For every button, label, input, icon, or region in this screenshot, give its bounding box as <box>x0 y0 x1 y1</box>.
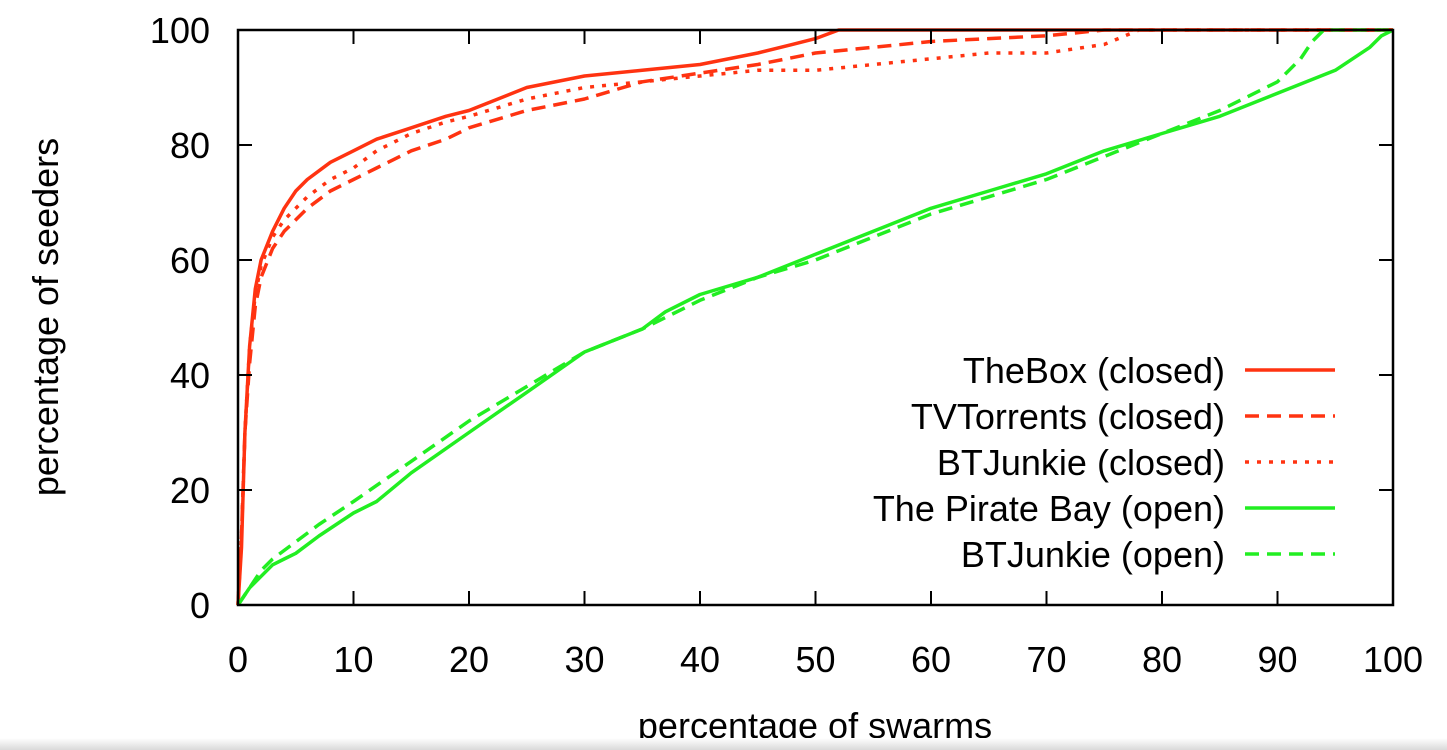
axes: 0 10 20 30 40 50 60 70 80 90 100 0 20 40 60 80 100 <box>150 10 1423 680</box>
x-tick-label: 20 <box>449 639 489 680</box>
y-tick-label: 80 <box>170 125 210 166</box>
series-line-3 <box>236 28 1393 606</box>
series-line-2 <box>236 28 1393 606</box>
y-tick-label: 40 <box>170 355 210 396</box>
window-bottom-edge <box>0 738 1447 750</box>
legend: TheBox (closed) TVTorrents (closed) BTJunk… <box>873 350 1335 575</box>
legend-label-4: The Pirate Bay (open) <box>873 488 1225 529</box>
legend-label-5: BTJunkie (open) <box>961 534 1225 575</box>
x-tick-label: 90 <box>1257 639 1297 680</box>
x-tick-label: 10 <box>333 639 373 680</box>
legend-label-2: TVTorrents (closed) <box>911 396 1225 437</box>
x-tick-label: 70 <box>1026 639 1066 680</box>
legend-label-1: TheBox (closed) <box>963 350 1225 391</box>
x-tick-label: 0 <box>228 639 248 680</box>
y-tick-label: 60 <box>170 240 210 281</box>
legend-label-3: BTJunkie (closed) <box>937 442 1225 483</box>
y-tick-label: 100 <box>150 10 210 51</box>
y-tick-label: 0 <box>190 585 210 626</box>
x-tick-label: 60 <box>911 639 951 680</box>
x-tick-label: 40 <box>680 639 720 680</box>
x-tick-label: 80 <box>1142 639 1182 680</box>
x-tick-label: 100 <box>1363 639 1423 680</box>
y-axis-title: percentage of seeders <box>25 138 66 496</box>
x-tick-label: 30 <box>564 639 604 680</box>
x-tick-label: 50 <box>795 639 835 680</box>
y-tick-label: 20 <box>170 470 210 511</box>
series-line-4 <box>236 28 1394 606</box>
